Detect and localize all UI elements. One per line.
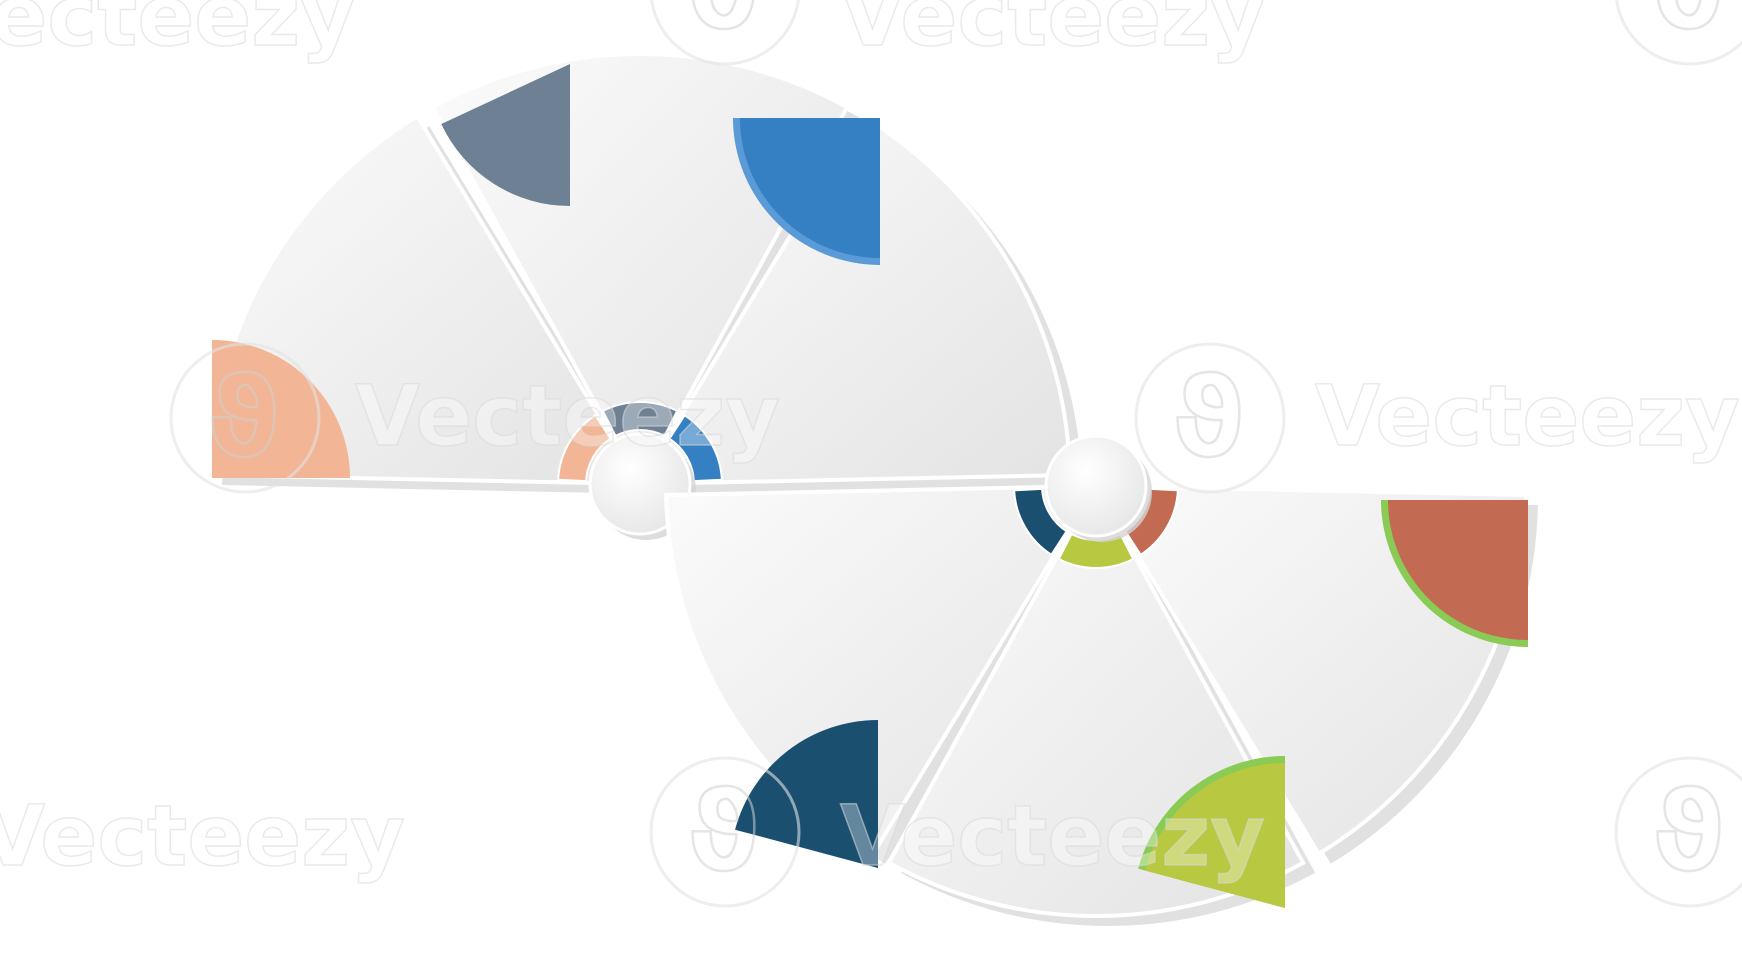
svg-text:ϑ: ϑ xyxy=(687,768,760,896)
watermark-text: Vecteezy xyxy=(840,0,1265,65)
segment-3-ring xyxy=(668,413,723,483)
top-half-wheel xyxy=(208,52,1082,540)
watermark-logo-icon: ϑ xyxy=(1615,0,1742,66)
watermark-text: Vecteezy xyxy=(1315,367,1740,465)
segment-4-ring xyxy=(1013,487,1068,557)
svg-text:ϑ: ϑ xyxy=(687,0,760,54)
bottom-half-wheel xyxy=(664,434,1538,926)
watermark-logo-icon: ϑ xyxy=(169,342,321,494)
watermark-text: Vecteezy xyxy=(355,367,780,465)
watermark-logo-icon: ϑ xyxy=(649,756,801,908)
segment-5-accent xyxy=(1144,763,1285,908)
svg-text:ϑ: ϑ xyxy=(1652,768,1725,896)
svg-text:ϑ: ϑ xyxy=(1652,0,1725,54)
watermark-layer: Vecteezy Vecteezy Vecteezy Vecteezy Vecteezy… xyxy=(0,0,1742,908)
watermark-logo-icon: ϑ xyxy=(1614,756,1742,908)
watermark-text: Vecteezy xyxy=(840,787,1265,885)
hub-circle xyxy=(1044,434,1148,538)
segment-3-accent xyxy=(740,118,880,258)
segment-1-ring xyxy=(557,413,612,483)
svg-text:ϑ: ϑ xyxy=(207,354,280,482)
watermark-logo-icon: ϑ xyxy=(650,0,800,66)
segment-2-ring xyxy=(601,401,679,438)
segment-2-accent xyxy=(441,64,570,206)
watermark-text: Vecteezy xyxy=(0,0,355,65)
segment-4-accent xyxy=(735,720,878,868)
segment-6-accent xyxy=(1388,500,1528,640)
watermark-text: Vecteezy xyxy=(0,787,405,885)
watermark-logo-icon: ϑ xyxy=(1134,342,1286,494)
svg-text:ϑ: ϑ xyxy=(1172,354,1245,482)
segment-3-panel xyxy=(636,113,1072,487)
